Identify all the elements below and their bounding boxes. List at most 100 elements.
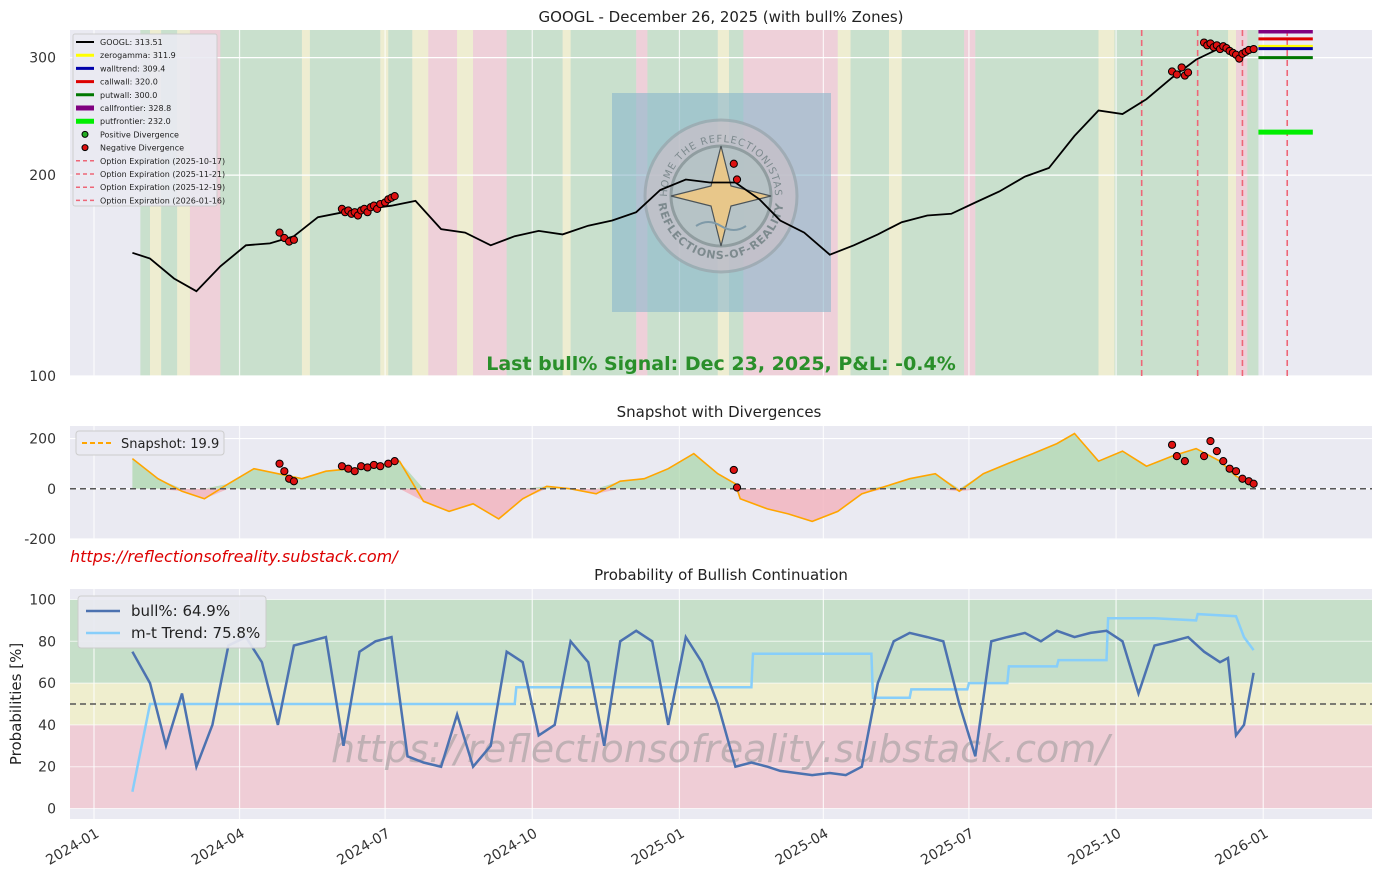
trend-legend-label: m-t Trend: 75.8% [131, 624, 260, 642]
x-tick-label: 2025-04 [773, 826, 832, 869]
snapshot-y-ticks: -200 0 200 [24, 432, 56, 548]
legend-label-exp2: Option Expiration (2025-11-21) [100, 170, 225, 179]
y-tick-label: 200 [29, 432, 56, 448]
prob-legend-box [77, 595, 267, 649]
negative-divergence-marker [732, 483, 742, 492]
snapshot-chart-title: Snapshot with Divergences [617, 403, 822, 421]
legend-label-putwall: putwall: 300.0 [100, 91, 157, 100]
bull-zone-green [220, 30, 302, 376]
y-tick-label: 200 [29, 168, 56, 184]
bull-line [131, 629, 1255, 777]
y-tick-label: 100 [29, 592, 56, 608]
prob-lines-layer [131, 612, 1255, 793]
bull-zone-green [901, 30, 965, 376]
y-tick-label: 20 [38, 760, 56, 776]
negative-divergence-marker [732, 175, 742, 184]
prob-y-axis-label: Probabilities [%] [7, 643, 25, 765]
bull-zone-yellow [837, 30, 851, 376]
x-tick-label: 2025-01 [629, 826, 688, 869]
negative-divergence-marker [1183, 68, 1193, 77]
negative-divergence-marker [289, 235, 299, 244]
negative-divergence-marker [1206, 436, 1215, 446]
negative-divergence-marker [350, 467, 359, 476]
main-legend: GOOGL: 313.51 zerogamma: 311.9 walltrend: … [72, 33, 225, 207]
negative-divergence-marker [1167, 440, 1177, 449]
main-price-layer [132, 47, 1254, 293]
legend-label-callwall: callwall: 320.0 [100, 78, 158, 87]
main-legend-box [72, 33, 218, 207]
y-tick-label: 0 [47, 482, 56, 498]
negative-divergence-marker [1219, 457, 1228, 466]
bull-zone-green [1114, 30, 1229, 376]
bull-zone-yellow [888, 30, 902, 376]
negative-divergence-marker [729, 159, 738, 168]
wave-icon [695, 221, 747, 231]
negative-divergence-marker [1199, 452, 1209, 461]
negative-divergence-marker [729, 465, 738, 475]
x-tick-label: 2025-10 [1065, 826, 1124, 869]
negative-divergence-marker [289, 477, 299, 486]
main-chart-title: GOOGL - December 26, 2025 (with bull% Zo… [539, 8, 904, 26]
main-expiration-lines [1140, 30, 1289, 376]
negative-divergence-marker [1177, 63, 1186, 72]
bull-zone-green [975, 30, 1099, 376]
snapshot-legend: Snapshot: 19.9 [75, 430, 225, 456]
legend-label-exp1: Option Expiration (2025-10-17) [100, 157, 225, 166]
y-tick-label: 40 [38, 718, 56, 734]
x-tick-label: 2024-01 [43, 826, 102, 869]
bull-zone-green [850, 30, 889, 376]
prob-chart-title: Probability of Bullish Continuation [594, 566, 848, 584]
posdiv-legend-marker [81, 130, 89, 138]
source-url-text[interactable]: https://reflectionsofreality.substack.co… [70, 547, 399, 566]
legend-label-callfrontier: callfrontier: 328.8 [100, 104, 171, 113]
negative-divergence-marker [1231, 467, 1241, 476]
bull-legend-label: bull%: 64.9% [131, 602, 230, 620]
bull-zone-yellow [1228, 30, 1237, 376]
prob-grid [70, 589, 1372, 819]
bull-zone-green [309, 30, 381, 376]
y-tick-label: 80 [38, 634, 56, 650]
bull-zone-green [1247, 30, 1259, 376]
legend-label-walltrend: walltrend: 309.4 [100, 64, 165, 73]
snapshot-legend-label: Snapshot: 19.9 [121, 437, 219, 452]
negative-divergence-marker [1172, 452, 1181, 461]
main-divergence-layer [275, 38, 1258, 246]
logo-watermark: HOME THE REFLECTIONISTAS REFLECTIONS-OF-… [612, 93, 831, 312]
x-tick-label: 2024-07 [334, 826, 393, 869]
prob-y-ticks: 0 20 40 60 80 100 [29, 592, 56, 817]
negative-divergence-marker [376, 462, 385, 471]
x-axis-ticks: 2024-01 2024-04 2024-07 2024-10 2025-01 2025-… [43, 826, 1271, 869]
negative-divergence-marker [390, 457, 399, 466]
bull-zone-yellow [412, 30, 429, 376]
prob-legend: bull%: 64.9% m-t Trend: 75.8% [77, 595, 267, 649]
main-level-lines [1258, 30, 1313, 135]
y-tick-label: 100 [29, 369, 56, 385]
negative-divergence-marker [275, 228, 284, 237]
x-tick-label: 2024-04 [189, 826, 248, 869]
bull-zone-yellow [457, 30, 474, 376]
negative-divergence-marker [1249, 479, 1258, 488]
negative-divergence-marker [275, 459, 284, 468]
bull-zone-yellow [1098, 30, 1115, 376]
x-tick-label: 2026-01 [1213, 826, 1272, 869]
y-tick-label: 60 [38, 676, 56, 692]
bull-zone-yellow [301, 30, 310, 376]
negdiv-legend-marker [81, 144, 89, 152]
bull-zone-red [428, 30, 458, 376]
snapshot-divergence-layer [275, 436, 1258, 492]
negative-divergence-marker [1172, 70, 1181, 79]
x-tick-label: 2025-07 [918, 826, 977, 869]
snapshot-positive-fill [132, 433, 1254, 489]
legend-label-exp3: Option Expiration (2025-12-19) [100, 183, 225, 192]
legend-label-exp4: Option Expiration (2026-01-16) [100, 196, 225, 205]
negative-divergence-marker [1180, 457, 1189, 466]
legend-label-putfrontier: putfrontier: 232.0 [100, 117, 171, 126]
snapshot-line [131, 432, 1254, 523]
legend-label-price: GOOGL: 313.51 [100, 38, 163, 47]
main-y-ticks: 100 200 300 [29, 51, 56, 385]
negative-divergence-marker [1212, 447, 1221, 456]
snapshot-legend-box [75, 430, 225, 456]
negative-divergence-marker [1249, 44, 1258, 54]
snapshot-area-layer [70, 432, 1372, 523]
